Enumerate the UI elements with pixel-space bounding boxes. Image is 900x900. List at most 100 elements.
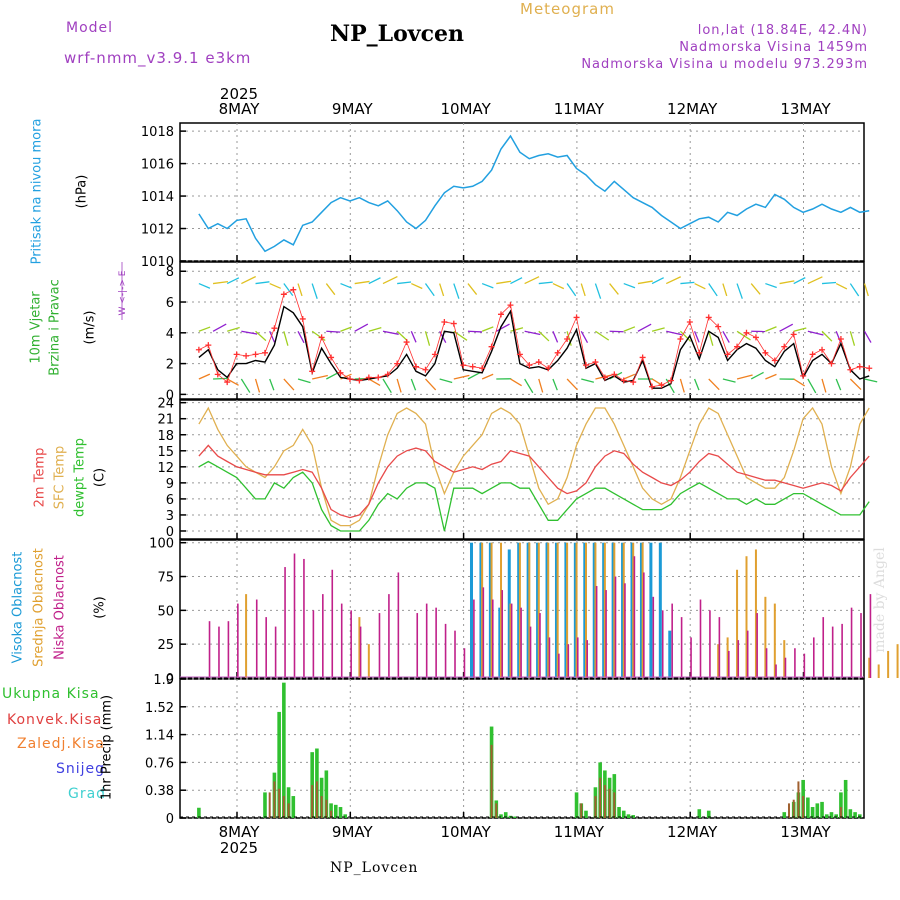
wind-direction-arrow — [623, 326, 636, 332]
wind-direction-arrow — [722, 283, 728, 297]
pressure-ytick-label: 1014 — [141, 190, 174, 205]
cloud-high-bar — [517, 542, 521, 678]
cloud-high-bar — [658, 542, 662, 678]
cloud-mid-bar — [547, 542, 550, 678]
cloud-mid-bar — [868, 657, 871, 678]
cloud-low-bar — [255, 599, 258, 678]
wind-direction-arrow — [538, 378, 544, 393]
cloud-low-bar — [784, 657, 787, 678]
cloud-high-bar — [536, 542, 540, 678]
wind-direction-arrow — [212, 323, 227, 332]
cloud-mid-bar — [641, 542, 644, 678]
cloud-mid-bar — [500, 542, 503, 678]
wind-gust-marker — [195, 346, 202, 353]
cloud-low-bar — [218, 626, 220, 678]
wind-direction-arrow — [241, 275, 257, 285]
wind-direction-arrow — [623, 282, 636, 289]
cloud-mid-bar — [896, 644, 899, 678]
wind-direction-arrow — [679, 378, 685, 393]
wind-direction-arrow — [425, 378, 437, 391]
cloud-low-bar — [548, 637, 551, 678]
cloud-mid-bar — [603, 542, 606, 678]
wind-direction-arrow — [793, 327, 807, 332]
cloud-mid-bar — [877, 664, 880, 678]
wind-direction-arrow — [736, 374, 753, 380]
temp-frame — [179, 399, 865, 540]
cloud-mid-bar — [245, 594, 248, 678]
cloud-high-bar — [611, 542, 615, 678]
precip-conv-bar — [495, 803, 498, 818]
wind-direction-arrow — [821, 378, 827, 393]
precip-rain-bar — [338, 807, 343, 818]
precip-rain-bar — [286, 787, 291, 818]
wind-direction-arrow — [439, 378, 453, 384]
cloud-high-bar — [526, 542, 530, 678]
wind-direction-arrow — [750, 371, 764, 380]
precip-conv-bar — [603, 785, 606, 818]
cloud-low-bar — [359, 626, 362, 678]
day-label-top: 13MAY — [780, 100, 831, 118]
cloud-low-bar — [643, 572, 645, 678]
cloud-frame — [179, 539, 865, 679]
wind-direction-arrow — [326, 330, 341, 333]
cloud-low-bar — [539, 613, 541, 678]
wind-ytick-label: 2 — [166, 358, 174, 373]
cloud-high-bar — [488, 542, 492, 678]
cloud-mid-bar — [537, 542, 540, 678]
wind-direction-arrow — [297, 330, 305, 344]
model-altitude-text: Nadmorska Visina u modelu 973.293m — [581, 57, 868, 72]
wind-direction-arrow — [396, 378, 402, 393]
wind-ytick-label: 6 — [166, 296, 174, 311]
wind-direction-arrow — [807, 330, 824, 336]
wind-direction-arrow — [694, 282, 706, 290]
cloud-high-bar — [583, 542, 587, 678]
cloud-mid-bar — [783, 640, 786, 678]
cloud-high-bar — [479, 542, 483, 678]
wind-direction-arrow — [410, 331, 417, 343]
day-label-bottom: 9MAY — [332, 823, 374, 841]
wind-direction-arrow — [779, 280, 795, 285]
cloud-low-bar — [576, 637, 579, 678]
cloud-high-bar — [649, 542, 653, 678]
cloud-low-bar — [265, 617, 267, 678]
wind-direction-arrow — [396, 330, 408, 342]
temp-ytick-label: 15 — [157, 445, 174, 460]
cloud-low-bar — [510, 603, 513, 678]
wind-direction-arrow — [467, 371, 481, 380]
precip-conv-bar — [613, 792, 616, 818]
cloud-low-bar — [473, 599, 475, 678]
wind-ytick-label: 4 — [166, 327, 174, 342]
precip-rain-bar — [824, 814, 829, 818]
precip-legend-conv: Konvek.Kisa — [7, 712, 103, 728]
cloud-mid-bar — [726, 637, 729, 678]
temp-ytick-label: 3 — [166, 509, 174, 524]
cloud-ytick-label: 75 — [157, 571, 174, 586]
temp-sfc-line — [198, 406, 870, 527]
cloud-low-bar — [454, 630, 456, 678]
cloud-mid-bar — [736, 569, 739, 678]
cloud-ytick-label: 0 — [166, 672, 174, 687]
day-label-bottom: 11MAY — [554, 823, 605, 841]
cloud-low-bar — [482, 587, 485, 678]
precip-conv-bar — [278, 788, 281, 818]
wind-direction-arrow — [595, 330, 610, 341]
wind-direction-arrow — [524, 330, 541, 336]
cloud-mid-bar — [481, 542, 484, 678]
precip-ytick-label: 0.76 — [145, 756, 174, 771]
wind-direction-arrow — [807, 378, 817, 394]
cloud-low-bar — [869, 594, 872, 678]
cloud-low-bar — [614, 576, 617, 678]
pressure-ytick-label: 1012 — [141, 223, 174, 238]
meteogram-label: Meteogram — [520, 0, 615, 18]
precip-rain-bar — [291, 796, 296, 818]
cloud-mid-bar — [745, 556, 748, 678]
wind-direction-arrow — [340, 282, 352, 289]
cloud-low-bar — [416, 613, 419, 678]
precip-conv-bar — [268, 792, 271, 818]
precip-ytick-label: 1.14 — [145, 729, 174, 744]
cloud-mid-bar — [584, 542, 587, 678]
wind-direction-arrow — [297, 378, 311, 384]
precip-conv-bar — [315, 781, 318, 818]
pressure-ytick-label: 1016 — [141, 158, 174, 173]
cloud-ytick-label: 50 — [157, 604, 174, 619]
